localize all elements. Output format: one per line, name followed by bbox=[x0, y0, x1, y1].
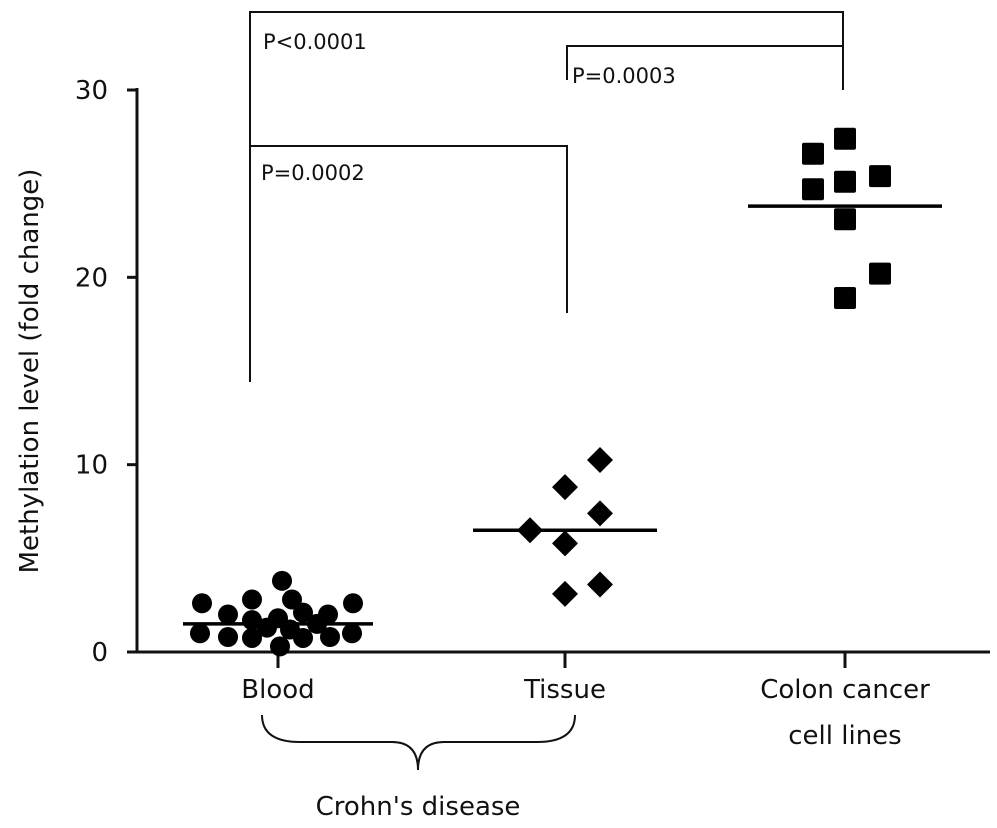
data-point-circle bbox=[272, 570, 292, 591]
y-tick-label: 20 bbox=[75, 263, 108, 293]
group-label-crohns-disease: Crohn's disease bbox=[316, 792, 521, 822]
p-value-label: P=0.0002 bbox=[261, 161, 365, 185]
data-point-square bbox=[802, 178, 824, 201]
x-category-label: cell lines bbox=[788, 721, 901, 751]
data-point-circle bbox=[218, 604, 238, 625]
data-point-circle bbox=[320, 627, 340, 648]
y-tick-label: 0 bbox=[91, 638, 108, 668]
data-point-square bbox=[869, 165, 891, 188]
data-point-diamond bbox=[552, 580, 578, 607]
data-point-diamond bbox=[587, 500, 613, 527]
crohns-brace bbox=[261, 714, 576, 771]
x-category-label: Colon cancer bbox=[760, 675, 930, 705]
data-point-square bbox=[834, 208, 856, 231]
data-point-square bbox=[834, 127, 856, 150]
data-point-square bbox=[802, 142, 824, 165]
data-point-circle bbox=[270, 636, 290, 657]
data-point-circle bbox=[190, 623, 210, 644]
data-point-diamond bbox=[552, 530, 578, 557]
data-point-circle bbox=[242, 627, 262, 648]
data-point-circle bbox=[192, 593, 212, 614]
data-point-circle bbox=[282, 589, 302, 610]
data-point-circle bbox=[342, 623, 362, 644]
y-axis-label: Methylation level (fold change) bbox=[15, 169, 45, 574]
y-tick-label: 10 bbox=[75, 451, 108, 481]
data-point-circle bbox=[257, 617, 277, 638]
data-point-circle bbox=[242, 589, 262, 610]
significance-bracket bbox=[566, 45, 844, 90]
y-tick-label: 30 bbox=[75, 76, 108, 106]
x-category-label: Tissue bbox=[523, 675, 606, 705]
significance-bracket bbox=[249, 11, 844, 382]
p-value-label: P=0.0003 bbox=[572, 64, 676, 88]
significance-bracket bbox=[249, 145, 568, 382]
data-point-square bbox=[834, 170, 856, 193]
data-point-diamond bbox=[552, 474, 578, 501]
data-point-circle bbox=[343, 593, 363, 614]
data-point-circle bbox=[293, 602, 313, 623]
data-point-diamond bbox=[587, 446, 613, 473]
data-point-square bbox=[834, 286, 856, 309]
p-value-label: P<0.0001 bbox=[263, 30, 367, 54]
data-point-circle bbox=[293, 627, 313, 648]
x-category-label: Blood bbox=[241, 675, 314, 705]
data-point-circle bbox=[218, 627, 238, 648]
data-point-square bbox=[869, 262, 891, 285]
data-point-diamond bbox=[587, 571, 613, 598]
